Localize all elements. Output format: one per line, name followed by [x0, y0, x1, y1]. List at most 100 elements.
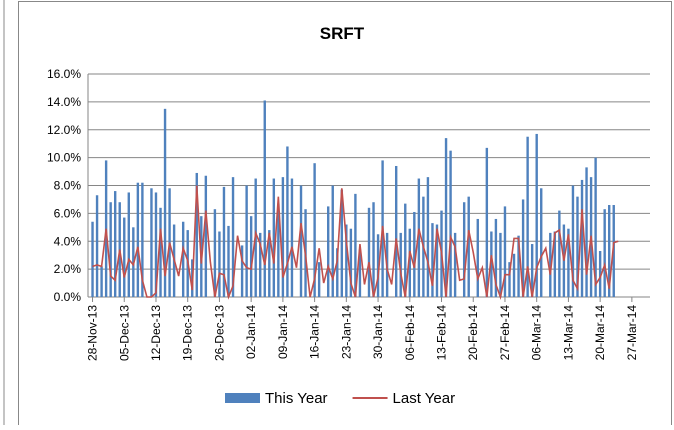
bar: [263, 100, 266, 297]
bar: [154, 192, 158, 297]
x-tick-label: 12-Dec-13: [149, 305, 163, 361]
bar: [340, 189, 344, 297]
bar: [113, 191, 117, 297]
bar: [204, 175, 208, 297]
y-tick-label: 10.0%: [47, 151, 81, 165]
bar: [231, 177, 235, 297]
bar: [268, 230, 271, 297]
line: [92, 185, 619, 300]
bar: [517, 235, 520, 297]
y-tick-label: 16.0%: [47, 67, 81, 81]
bar: [354, 193, 357, 297]
y-tick-label: 8.0%: [54, 179, 82, 193]
bar: [408, 228, 411, 297]
bar: [345, 224, 348, 297]
bar: [413, 211, 416, 297]
bar: [195, 172, 198, 297]
bar: [444, 138, 448, 297]
x-tick-label: 20-Feb-14: [466, 305, 480, 361]
bar: [567, 228, 570, 297]
bar: [181, 221, 185, 297]
bar: [313, 163, 316, 297]
bar: [218, 231, 221, 297]
bar: [535, 133, 538, 297]
bar: [449, 150, 452, 297]
bar: [286, 146, 289, 297]
bar: [141, 182, 144, 297]
bar: [299, 185, 303, 297]
y-tick-label: 0.0%: [54, 290, 82, 304]
bar: [521, 199, 525, 297]
bar: [608, 205, 611, 297]
bar: [494, 218, 498, 297]
bar: [594, 157, 597, 297]
bar: [580, 179, 584, 297]
bar: [358, 249, 362, 297]
bar: [467, 196, 470, 297]
bar: [431, 223, 434, 297]
bar: [272, 178, 276, 297]
x-tick-label: 06-Mar-14: [530, 305, 544, 361]
bar: [259, 232, 262, 297]
x-tick-label: 16-Jan-14: [308, 305, 322, 359]
chart-frame: [18, 1, 672, 430]
bar: [127, 192, 130, 297]
bar: [100, 266, 103, 297]
bar: [508, 262, 511, 297]
bar: [571, 185, 575, 297]
bar: [585, 167, 588, 297]
bar: [327, 206, 330, 297]
bar: [485, 147, 489, 297]
x-tick-label: 26-Dec-13: [212, 305, 226, 361]
x-tick-label: 27-Feb-14: [498, 305, 512, 361]
bar: [462, 202, 466, 297]
bar: [530, 244, 534, 297]
bar: [426, 177, 430, 297]
bar: [399, 232, 402, 297]
x-tick-label: 30-Jan-14: [371, 305, 385, 359]
y-tick-label: 12.0%: [47, 123, 81, 137]
bar: [603, 209, 606, 297]
bar: [417, 178, 421, 297]
legend-swatch: [225, 393, 260, 403]
bar: [558, 210, 561, 297]
bar: [553, 231, 557, 297]
bar: [150, 188, 153, 297]
y-tick-label: 4.0%: [54, 234, 82, 248]
bar: [394, 165, 398, 297]
y-tick-label: 14.0%: [47, 95, 81, 109]
chart-title: SRFT: [320, 24, 365, 43]
bar: [163, 108, 167, 297]
x-tick-label: 09-Jan-14: [276, 305, 290, 359]
bar: [476, 218, 479, 297]
bar: [404, 203, 407, 297]
bar: [95, 195, 99, 297]
bar: [91, 221, 94, 297]
bar: [512, 253, 516, 297]
bar: [240, 245, 244, 297]
y-tick-label: 2.0%: [54, 262, 82, 276]
bar: [290, 178, 294, 297]
bar: [490, 231, 493, 297]
bar: [372, 202, 375, 297]
bar: [540, 188, 543, 297]
bar: [317, 262, 321, 297]
bar: [245, 185, 248, 297]
bar: [123, 217, 126, 297]
bar: [159, 207, 162, 297]
x-tick-label: 02-Jan-14: [244, 305, 258, 359]
bar: [109, 202, 112, 297]
bar: [526, 136, 529, 297]
legend-label: Last Year: [393, 390, 456, 407]
bar: [277, 203, 280, 297]
bar: [281, 177, 285, 297]
x-tick-label: 20-Mar-14: [593, 305, 607, 361]
x-tick-label: 19-Dec-13: [181, 305, 195, 361]
bar: [435, 224, 439, 297]
bar: [503, 206, 507, 297]
bar: [136, 182, 140, 297]
bar: [227, 225, 230, 297]
bar: [376, 234, 380, 297]
